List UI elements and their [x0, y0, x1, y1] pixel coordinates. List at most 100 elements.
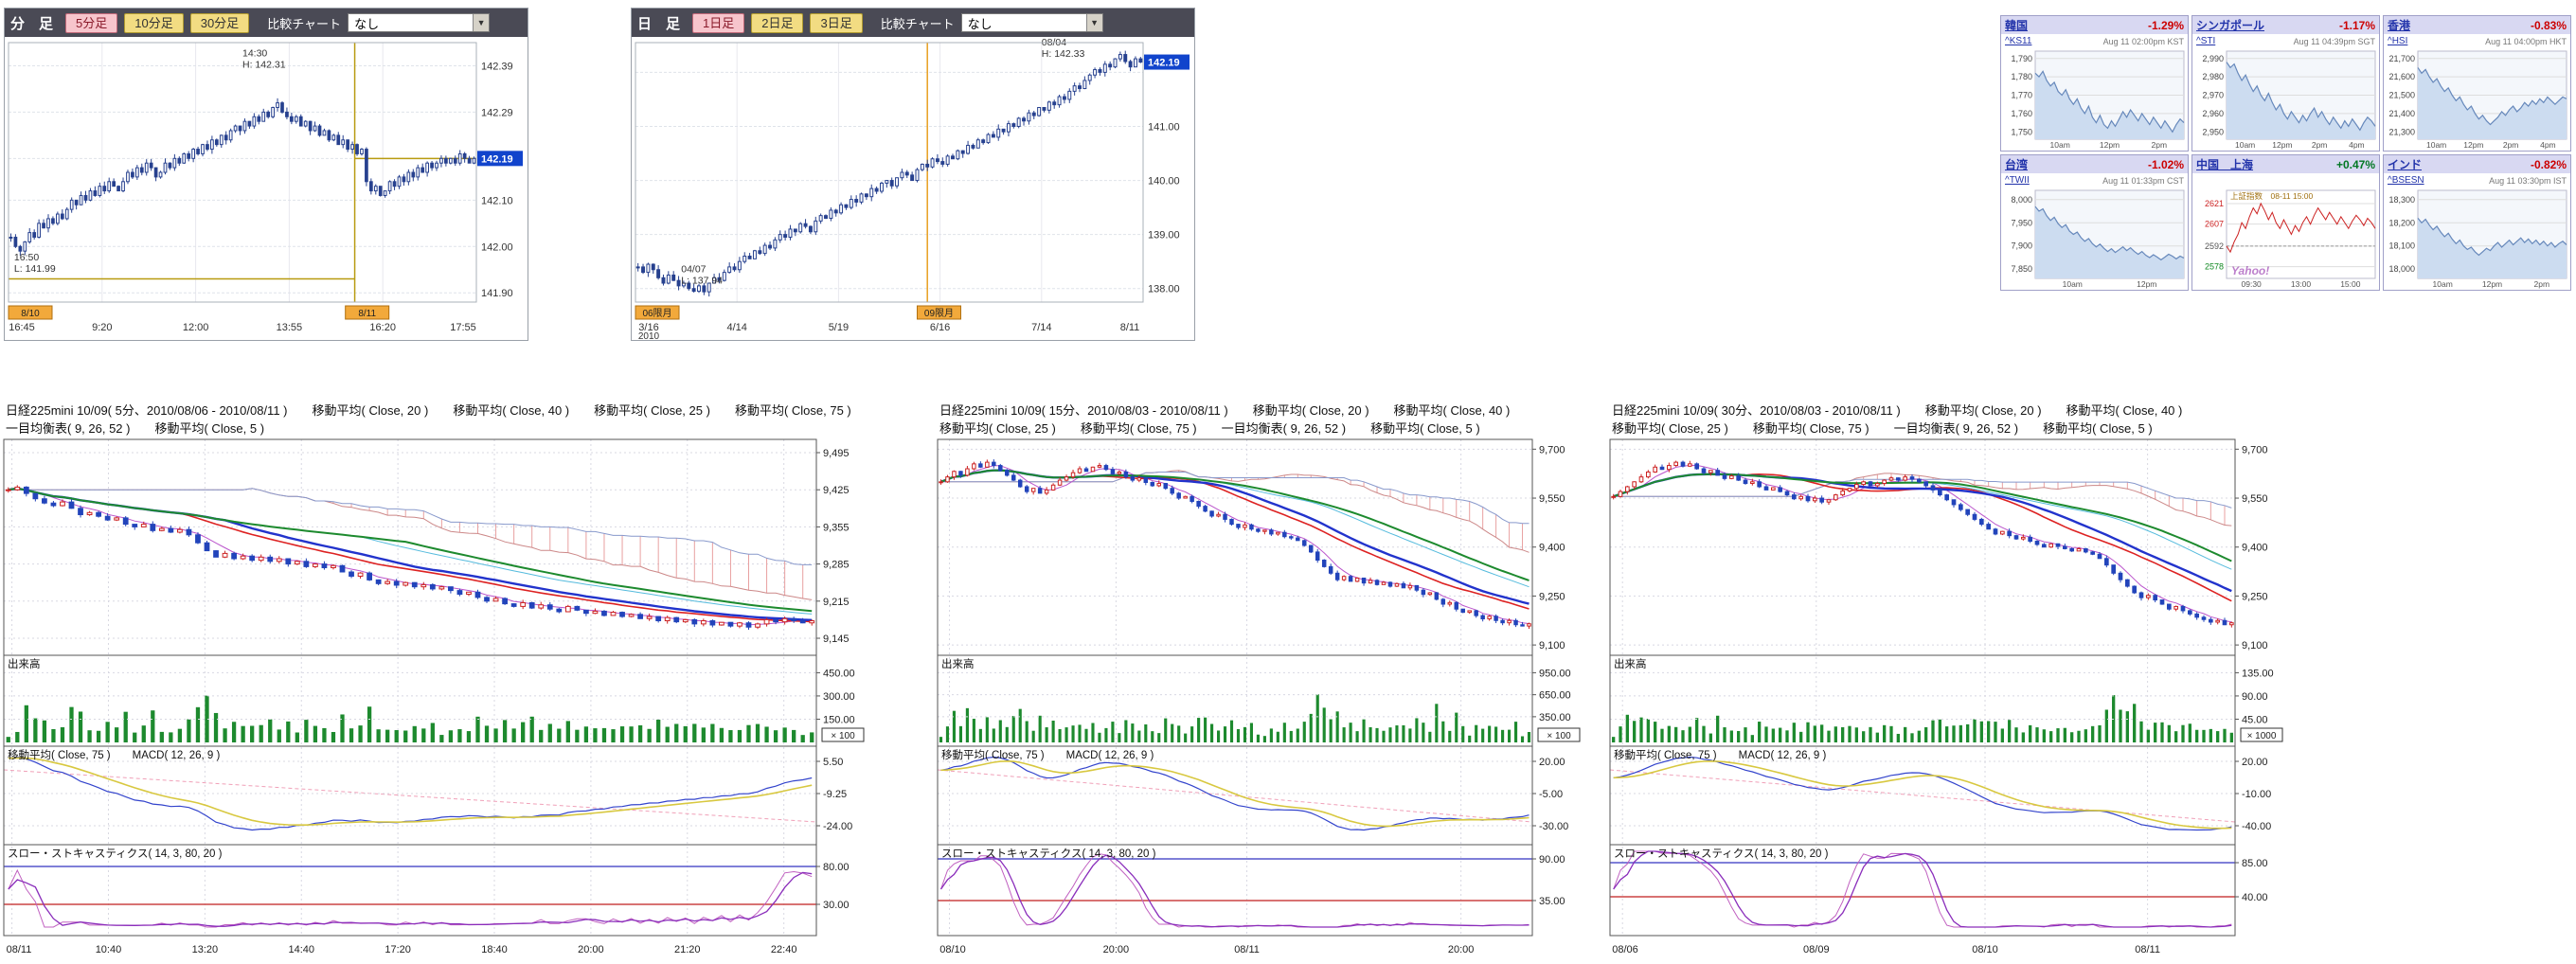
svg-text:7,950: 7,950 [2011, 218, 2032, 227]
compare-select-minute[interactable]: なし ▼ [348, 13, 491, 32]
legend-item: 移動平均( Close, 40 ) [453, 403, 570, 418]
market-mini-chart[interactable]: 2,9902,9802,9702,9602,950Yahoo!10am12pm2… [2192, 48, 2379, 151]
market-mini-chart[interactable]: 2621 2607 2592 2578 Yahoo! 上証指数 08-11 15:00 09… [2192, 187, 2379, 290]
market-symbol-link[interactable]: ^TWII [2005, 175, 2030, 186]
svg-text:× 100: × 100 [1547, 731, 1571, 741]
market-change: -0.82% [2530, 157, 2567, 171]
svg-text:2,950: 2,950 [2202, 127, 2224, 136]
svg-text:18,100: 18,100 [2388, 241, 2415, 251]
legend-item: 移動平均( Close, 40 ) [1393, 403, 1511, 418]
svg-text:14:40: 14:40 [288, 944, 314, 955]
tab-3day[interactable]: 3日足 [810, 12, 863, 33]
chart-legend-row: 日経225mini 10/09( 30分、2010/08/03 - 2010/0… [1608, 402, 2294, 420]
svg-text:2592: 2592 [2205, 241, 2224, 251]
svg-text:2010: 2010 [638, 331, 660, 340]
chart-legend-row: 日経225mini 10/09( 15分、2010/08/03 - 2010/0… [936, 402, 1591, 420]
daily-chart-area[interactable]: 3/16 4/14 5/19 6/16 7/14 8/11 2010 141.00 140.00… [632, 37, 1194, 340]
svg-text:× 100: × 100 [831, 731, 855, 741]
technical-chart-area[interactable]: 08/10 20:00 08/11 20:00 9,700 9,550 9,400 9,250… [936, 437, 1591, 960]
svg-text:1,780: 1,780 [2011, 72, 2032, 81]
svg-text:5.50: 5.50 [823, 757, 843, 768]
market-name-link[interactable]: 香港 [2388, 19, 2411, 32]
legend-item: 移動平均( Close, 75 ) [1752, 421, 1869, 436]
svg-text:142.19: 142.19 [481, 153, 513, 165]
svg-text:12pm: 12pm [2100, 140, 2120, 150]
chart-legend-row: 日経225mini 10/09( 5分、2010/08/06 - 2010/08… [2, 402, 875, 420]
market-name-link[interactable]: 台湾 [2005, 158, 2029, 171]
market-name-link[interactable]: インド [2388, 158, 2423, 171]
svg-text:20:00: 20:00 [578, 944, 604, 955]
market-symbol-link[interactable]: ^STI [2196, 36, 2216, 46]
svg-text:08/09: 08/09 [1803, 944, 1830, 955]
svg-text:9,250: 9,250 [2242, 591, 2268, 602]
svg-text:2578: 2578 [2205, 262, 2224, 272]
svg-text:10am: 10am [2235, 140, 2255, 150]
svg-text:141.90: 141.90 [481, 288, 513, 299]
svg-text:10am: 10am [2063, 279, 2083, 289]
market-symbol-link[interactable]: ^BSESN [2388, 175, 2424, 186]
legend-item: 移動平均( Close, 25 ) [1612, 421, 1728, 436]
svg-text:17:55: 17:55 [450, 322, 476, 333]
svg-text:2pm: 2pm [2152, 140, 2168, 150]
market-cell-india: インド -0.82% ^BSESN Aug 11 03:30pm IST 18,30… [2383, 154, 2571, 291]
market-change: -1.17% [2338, 18, 2375, 32]
svg-text:2pm: 2pm [2534, 279, 2550, 289]
minute-chart-area[interactable]: 16:45 9:20 12:00 13:55 16:20 17:55 142.39 142.2… [5, 37, 528, 340]
svg-text:300.00: 300.00 [823, 691, 855, 703]
svg-text:9,700: 9,700 [2242, 444, 2268, 455]
market-name-link[interactable]: シンガポール [2196, 19, 2265, 32]
svg-text:06限月: 06限月 [642, 308, 671, 319]
svg-text:20:00: 20:00 [1103, 944, 1130, 955]
svg-text:2,990: 2,990 [2202, 54, 2224, 63]
technical-chart-area[interactable]: 08/11 10:40 13:20 14:40 17:20 18:40 20:00 21:20… [2, 437, 875, 960]
market-timestamp: Aug 11 01:33pm CST [2102, 175, 2184, 186]
chart-title: 日経225mini 10/09( 30分、2010/08/03 - 2010/0… [1612, 403, 1901, 418]
svg-text:9,400: 9,400 [1539, 543, 1565, 554]
tab-1day[interactable]: 1日足 [692, 12, 745, 33]
svg-text:142.39: 142.39 [481, 61, 513, 72]
svg-text:10am: 10am [2426, 140, 2446, 150]
svg-text:141.00: 141.00 [1148, 121, 1180, 133]
svg-text:9,100: 9,100 [2242, 640, 2268, 652]
svg-text:135.00: 135.00 [2242, 668, 2274, 679]
legend-item: 移動平均( Close, 20 ) [312, 403, 429, 418]
market-cell-singapore: シンガポール -1.17% ^STI Aug 11 04:39pm SGT 2,99… [2191, 15, 2380, 152]
compare-select-daily[interactable]: なし ▼ [960, 13, 1103, 32]
svg-text:16:50: 16:50 [14, 252, 39, 263]
svg-text:10:40: 10:40 [96, 944, 122, 955]
svg-text:350.00: 350.00 [1539, 712, 1571, 723]
svg-text:3/16: 3/16 [638, 322, 658, 333]
svg-text:9:20: 9:20 [92, 322, 112, 333]
minute-panel-header: 分 足 5分足 10分足 30分足 比較チャート なし ▼ [5, 9, 528, 37]
svg-text:2pm: 2pm [2312, 140, 2328, 150]
svg-text:× 1000: × 1000 [2247, 731, 2277, 741]
tab-30min[interactable]: 30分足 [189, 12, 250, 33]
market-name-link[interactable]: 中国 上海 [2196, 158, 2254, 171]
market-name-link[interactable]: 韓国 [2005, 19, 2029, 32]
svg-text:15:00: 15:00 [2340, 279, 2361, 289]
tab-10min[interactable]: 10分足 [124, 12, 184, 33]
legend-item: 移動平均( Close, 75 ) [734, 403, 851, 418]
technical-chart-area[interactable]: 08/06 08/09 08/10 08/11 9,700 9,550 9,400 9,250… [1608, 437, 2294, 960]
svg-text:09限月: 09限月 [924, 308, 954, 319]
market-symbol-link[interactable]: ^HSI [2388, 36, 2408, 46]
minute-panel-title: 分 足 [10, 15, 54, 32]
svg-text:18,200: 18,200 [2388, 218, 2415, 227]
svg-text:移動平均( Close, 75 ) MACD( 12, 2: 移動平均( Close, 75 ) MACD( 12, 26, 9 ) [8, 748, 220, 761]
svg-text:出来高: 出来高 [941, 657, 975, 670]
legend-item: 移動平均( Close, 5 ) [154, 421, 265, 436]
market-mini-chart[interactable]: 21,70021,60021,50021,40021,300Yahoo!10am… [2384, 48, 2570, 151]
market-mini-chart[interactable]: 18,30018,20018,10018,000Yahoo!10am12pm2p… [2384, 187, 2570, 290]
svg-text:17:20: 17:20 [385, 944, 411, 955]
tab-2day[interactable]: 2日足 [751, 12, 804, 33]
svg-text:10am: 10am [2433, 279, 2453, 289]
svg-text:9,100: 9,100 [1539, 640, 1565, 652]
market-timestamp: Aug 11 03:30pm IST [2489, 175, 2567, 186]
market-symbol-link[interactable]: ^KS11 [2005, 36, 2032, 46]
svg-text:13:20: 13:20 [192, 944, 219, 955]
svg-text:20.00: 20.00 [2242, 757, 2268, 768]
market-mini-chart[interactable]: 1,7901,7801,7701,7601,750Yahoo!10am12pm2… [2001, 48, 2188, 151]
tab-5min[interactable]: 5分足 [65, 12, 118, 33]
svg-text:1,770: 1,770 [2011, 91, 2032, 100]
